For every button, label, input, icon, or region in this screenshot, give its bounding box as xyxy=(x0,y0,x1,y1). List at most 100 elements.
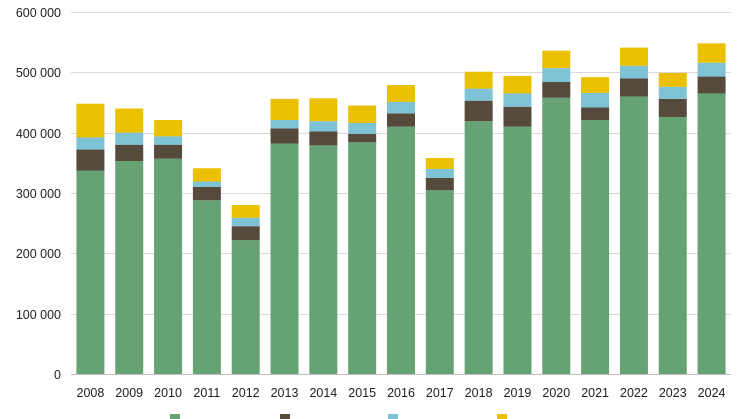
y-tick-label: 600 000 xyxy=(16,6,61,20)
bar-segment-2011-series-4 xyxy=(192,168,221,182)
bar-segment-2017-series-2 xyxy=(425,177,454,190)
bar-segment-2016-series-4 xyxy=(387,85,415,102)
legend-swatch-series-4 xyxy=(497,414,507,419)
bar-segment-2018-series-3 xyxy=(464,88,493,101)
bar-segment-2009-series-2 xyxy=(115,144,144,162)
bar-segment-2023-series-3 xyxy=(658,86,687,99)
x-tick-label: 2013 xyxy=(271,386,299,400)
bar-segment-2012-series-2 xyxy=(231,226,260,241)
x-tick-label: 2017 xyxy=(426,386,454,400)
bar-segment-2023-series-2 xyxy=(658,98,687,117)
bar-segment-2010-series-1 xyxy=(154,158,183,374)
x-tick-label: 2014 xyxy=(309,386,337,400)
y-tick-label: 500 000 xyxy=(16,66,61,80)
bar-segment-2024-series-3 xyxy=(697,62,726,77)
bar-segment-2015-series-3 xyxy=(348,123,377,134)
y-tick-label: 100 000 xyxy=(16,308,61,322)
y-tick-label: 300 000 xyxy=(16,187,61,201)
y-tick-label: 0 xyxy=(54,368,61,382)
bar-segment-2022-series-3 xyxy=(619,65,648,79)
bar-segment-2014-series-3 xyxy=(309,121,338,132)
x-tick-label: 2024 xyxy=(698,386,726,400)
bar-segment-2021-series-2 xyxy=(581,107,610,120)
bar-segment-2016-series-1 xyxy=(387,126,415,374)
bar-segment-2017-series-1 xyxy=(425,189,454,374)
x-tick-label: 2023 xyxy=(659,386,687,400)
bar-segment-2016-series-2 xyxy=(387,113,415,127)
bar-segment-2010-series-4 xyxy=(154,120,183,137)
bar-segment-2022-series-2 xyxy=(619,78,648,97)
bar-segment-2012-series-4 xyxy=(231,205,260,218)
bar-segment-2021-series-1 xyxy=(581,120,610,374)
bar-segment-2008-series-1 xyxy=(76,170,105,374)
legend-swatch-series-1 xyxy=(170,414,180,419)
bar-segment-2011-series-3 xyxy=(192,181,221,187)
bar-segment-2024-series-4 xyxy=(697,43,726,63)
bar-segment-2021-series-4 xyxy=(581,77,610,93)
x-tick-label: 2010 xyxy=(154,386,182,400)
bar-segment-2011-series-2 xyxy=(192,186,221,201)
bar-segment-2021-series-3 xyxy=(581,92,610,108)
bar-segment-2012-series-1 xyxy=(231,240,260,374)
x-axis-ticks: 2008 2009 2010 2011 2012 2013 2014 2015 2016 2017… xyxy=(77,386,726,400)
bar-segment-2008-series-2 xyxy=(76,149,105,171)
bars xyxy=(76,43,726,375)
y-tick-label: 200 000 xyxy=(16,247,61,261)
legend-swatch-series-3 xyxy=(388,414,398,419)
bar-segment-2015-series-4 xyxy=(348,105,377,124)
bar-segment-2014-series-1 xyxy=(309,145,338,374)
y-axis-ticks: 0 100 000 200 000 300 000 400 000 500 000 600 … xyxy=(16,6,61,382)
x-tick-label: 2019 xyxy=(504,386,532,400)
x-tick-label: 2018 xyxy=(465,386,493,400)
x-tick-label: 2011 xyxy=(193,386,220,400)
bar-segment-2014-series-4 xyxy=(309,98,338,122)
bar-segment-2017-series-4 xyxy=(425,158,454,169)
legend-swatch-series-2 xyxy=(280,414,290,419)
bar-segment-2018-series-1 xyxy=(464,121,493,374)
x-tick-label: 2008 xyxy=(77,386,105,400)
bar-segment-2013-series-1 xyxy=(270,143,299,374)
x-tick-label: 2022 xyxy=(620,386,648,400)
bar-segment-2013-series-4 xyxy=(270,98,299,120)
bar-segment-2012-series-3 xyxy=(231,217,260,227)
bar-segment-2017-series-3 xyxy=(425,168,454,178)
bar-segment-2019-series-2 xyxy=(503,106,532,127)
bar-segment-2009-series-1 xyxy=(115,161,144,374)
x-tick-label: 2020 xyxy=(542,386,570,400)
x-tick-label: 2021 xyxy=(581,386,609,400)
bar-segment-2018-series-2 xyxy=(464,100,493,122)
bar-segment-2019-series-4 xyxy=(503,75,532,94)
bar-segment-2023-series-1 xyxy=(658,116,687,374)
bar-segment-2009-series-3 xyxy=(115,132,144,145)
bar-segment-2009-series-4 xyxy=(115,108,144,133)
bar-segment-2010-series-2 xyxy=(154,144,183,159)
x-tick-label: 2016 xyxy=(387,386,415,400)
bar-segment-2018-series-4 xyxy=(464,71,493,89)
bar-segment-2013-series-3 xyxy=(270,120,299,129)
bar-segment-2014-series-2 xyxy=(309,131,338,146)
bar-segment-2008-series-3 xyxy=(76,137,105,150)
bar-segment-2019-series-1 xyxy=(503,126,532,374)
bar-segment-2024-series-1 xyxy=(697,93,726,374)
x-tick-label: 2015 xyxy=(348,386,376,400)
y-tick-label: 400 000 xyxy=(16,127,61,141)
bar-segment-2022-series-1 xyxy=(619,96,648,374)
bar-segment-2020-series-3 xyxy=(542,68,571,82)
bar-segment-2020-series-2 xyxy=(542,81,571,98)
bar-segment-2015-series-2 xyxy=(348,133,377,143)
bar-segment-2023-series-4 xyxy=(658,72,687,87)
bar-segment-2010-series-3 xyxy=(154,136,183,145)
bar-segment-2016-series-3 xyxy=(387,101,415,114)
bar-segment-2024-series-2 xyxy=(697,76,726,94)
bar-segment-2020-series-4 xyxy=(542,50,571,69)
bar-segment-2020-series-1 xyxy=(542,97,571,375)
legend xyxy=(170,414,507,419)
bar-segment-2019-series-3 xyxy=(503,93,532,107)
bar-segment-2015-series-1 xyxy=(348,142,377,374)
bar-segment-2011-series-1 xyxy=(192,200,221,374)
bar-segment-2008-series-4 xyxy=(76,103,105,138)
bar-segment-2013-series-2 xyxy=(270,128,299,144)
x-tick-label: 2009 xyxy=(115,386,143,400)
bar-segment-2022-series-4 xyxy=(619,47,648,66)
